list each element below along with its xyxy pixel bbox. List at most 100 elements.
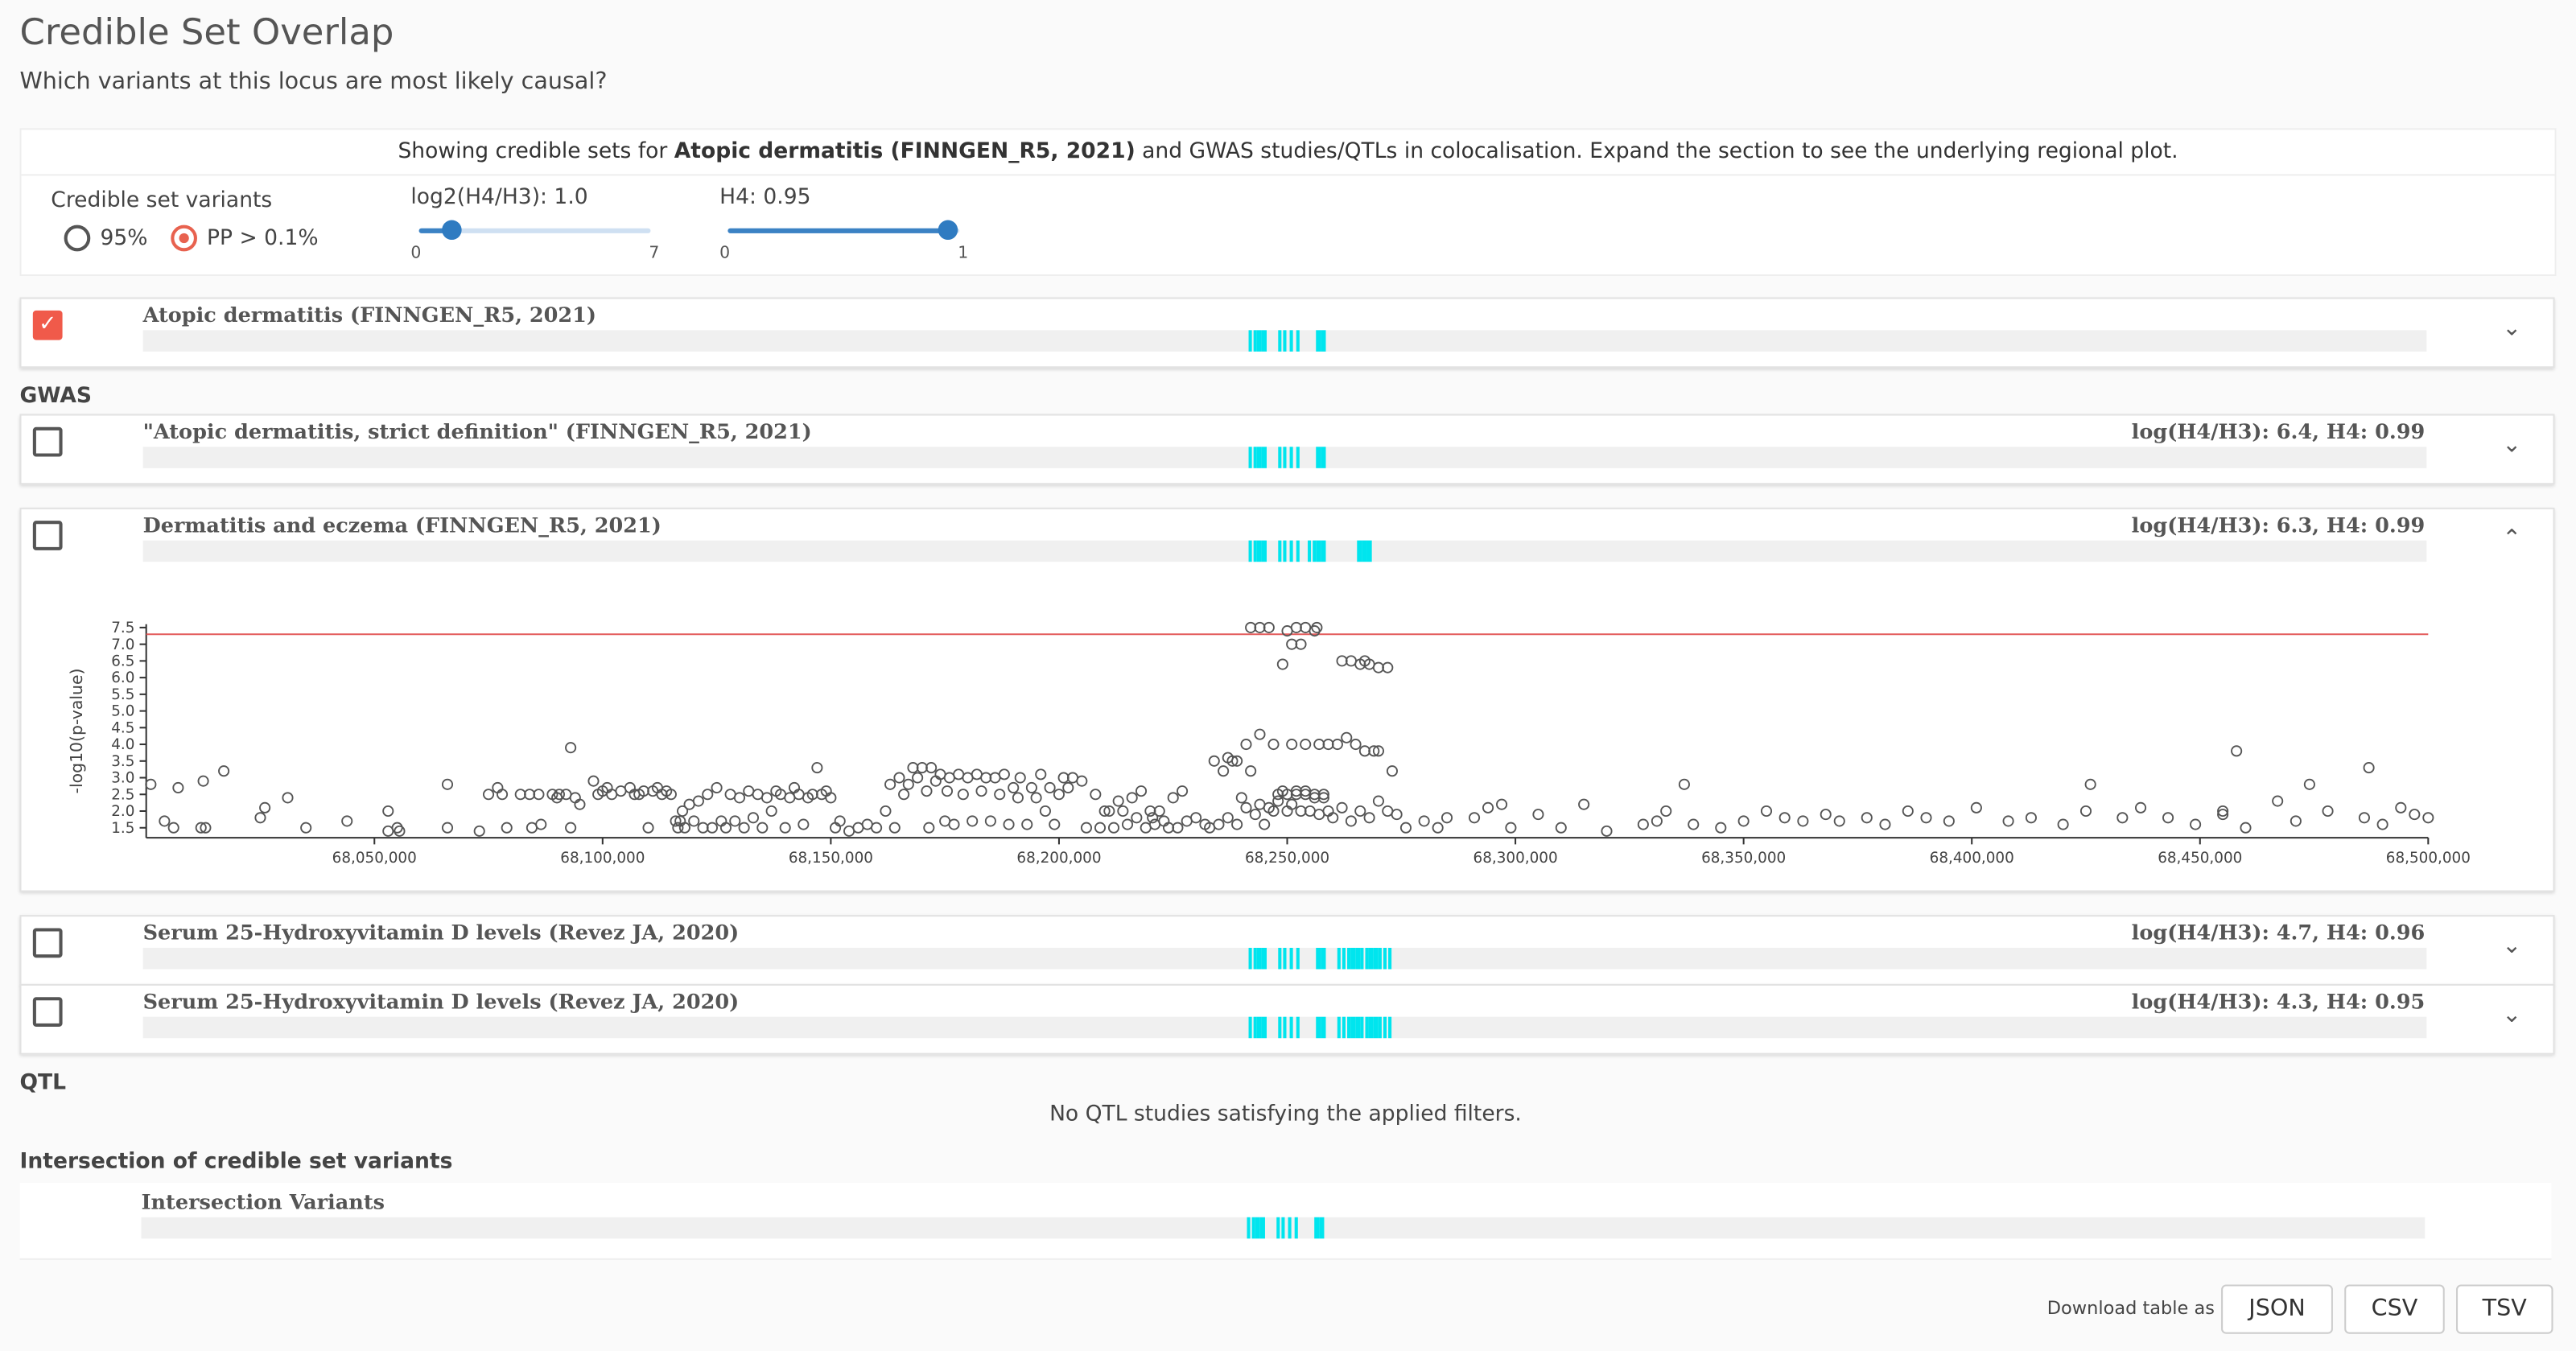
lead-study-checkbox[interactable] — [32, 310, 63, 340]
credible-variant-bar — [1262, 330, 1267, 352]
variant-point — [1263, 621, 1275, 633]
chevron-down-icon[interactable]: ⌄ — [2502, 1002, 2522, 1028]
credible-variant-bar — [1337, 947, 1342, 970]
credible-variant-bar — [1294, 1217, 1299, 1239]
description-study: Atopic dermatitis (FINNGEN_R5, 2021) — [674, 139, 1136, 165]
download-tsv-button[interactable]: TSV — [2456, 1284, 2553, 1334]
variant-point — [677, 805, 689, 818]
credible-variant-bar — [1262, 540, 1267, 562]
log2-slider-thumb[interactable] — [442, 220, 462, 241]
variant-point — [1368, 745, 1380, 757]
radio-pp[interactable] — [171, 224, 197, 252]
gwas-row-checkbox[interactable] — [32, 928, 63, 958]
variant-point — [1222, 812, 1234, 824]
variant-point — [1103, 805, 1115, 818]
variant-point — [678, 822, 690, 834]
credible-variant-bar — [1260, 1217, 1265, 1239]
credible-variant-bar — [1246, 1217, 1251, 1239]
variant-point — [1304, 805, 1316, 818]
variant-point — [2025, 812, 2037, 824]
variant-point — [1363, 812, 1375, 824]
credible-variant-bar — [1252, 947, 1257, 970]
variant-point — [1290, 621, 1302, 633]
chevron-down-icon[interactable]: ⌄ — [2502, 933, 2522, 960]
credible-variant-bar — [1360, 1016, 1365, 1039]
section-intersection: Intersection of credible set variants — [19, 1150, 453, 1175]
chevron-down-icon[interactable]: ⌄ — [2502, 431, 2522, 459]
variant-point — [2290, 815, 2302, 827]
variant-point — [1382, 661, 1394, 673]
gwas-row-checkbox[interactable] — [32, 521, 63, 550]
variant-point — [843, 825, 855, 837]
variant-point — [907, 762, 919, 774]
chevron-down-icon[interactable]: ⌄ — [2502, 315, 2522, 342]
log2-slider[interactable] — [418, 220, 651, 241]
variant-point — [1044, 781, 1056, 794]
variant-point — [167, 822, 179, 834]
h4-slider-thumb[interactable] — [938, 220, 958, 241]
variant-point — [948, 818, 960, 830]
credible-variant-bar — [1346, 947, 1351, 970]
variant-point — [300, 822, 312, 834]
y-tick-label: 4.5 — [111, 719, 134, 736]
credible-variant-bar — [1317, 1016, 1321, 1039]
credible-variant-bar — [1248, 447, 1253, 468]
variant-point — [923, 822, 935, 834]
variant-point — [916, 762, 928, 774]
variant-point — [1254, 621, 1266, 633]
credible-variant-bar — [1366, 540, 1371, 562]
variant-point — [2116, 812, 2129, 824]
credible-variant-bar — [1364, 947, 1369, 970]
credible-variant-bar — [1355, 1016, 1360, 1039]
variant-point — [962, 772, 974, 784]
credible-variant-bar — [1296, 330, 1300, 352]
variant-point — [747, 812, 760, 824]
gwas-row-checkbox[interactable] — [32, 426, 63, 457]
variant-point — [1121, 818, 1134, 830]
radio-pp-label: PP > 0.1% — [207, 225, 319, 251]
credible-variant-bar — [1277, 540, 1283, 562]
chevron-up-icon[interactable]: ⌃ — [2502, 525, 2522, 552]
variant-point — [921, 785, 933, 797]
variant-point — [1286, 739, 1298, 751]
variant-point — [733, 792, 746, 804]
download-csv-button[interactable]: CSV — [2344, 1284, 2445, 1334]
variant-point — [1341, 731, 1353, 743]
gwas-row-checkbox[interactable] — [32, 997, 63, 1027]
download-json-button[interactable]: JSON — [2221, 1284, 2333, 1334]
variant-point — [2363, 762, 2375, 774]
y-tick-label: 3.5 — [111, 753, 134, 770]
variant-point — [159, 815, 171, 827]
variant-point — [1267, 739, 1280, 751]
y-axis-label: -log10(p-value) — [67, 669, 86, 794]
credible-variant-bar — [1296, 447, 1300, 468]
credible-set-radio-group: 95% PP > 0.1% — [64, 224, 319, 252]
variant-point — [760, 792, 773, 804]
credible-variant-bar — [1248, 330, 1253, 352]
h4-slider[interactable] — [727, 220, 960, 241]
gwas-row-stat: log(H4/H3): 6.3, H4: 0.99 — [2131, 512, 2426, 538]
credible-variant-bar — [1369, 1016, 1374, 1039]
variant-point — [497, 789, 509, 801]
y-tick-label: 3.0 — [111, 770, 134, 787]
variant-point — [1737, 815, 1750, 827]
credible-variant-bar — [1346, 1016, 1351, 1039]
variant-point — [692, 795, 704, 807]
variant-point — [514, 789, 526, 801]
variant-point — [382, 825, 394, 837]
credible-variant-bar — [1248, 947, 1253, 970]
variant-point — [341, 815, 353, 827]
variant-point — [282, 792, 294, 804]
radio-95[interactable] — [64, 224, 91, 252]
variant-point — [2240, 822, 2252, 834]
log2-slider-fill — [418, 228, 452, 233]
x-tick-label: 68,050,000 — [332, 850, 417, 867]
variant-point — [2358, 812, 2370, 824]
variant-point — [441, 778, 454, 790]
credible-variant-bar — [1296, 540, 1300, 562]
variant-point — [1140, 822, 1152, 834]
variant-point — [1637, 818, 1649, 830]
variant-point — [1259, 818, 1271, 830]
x-tick-label: 68,250,000 — [1245, 850, 1329, 867]
page-subtitle: Which variants at this locus are most li… — [19, 68, 608, 96]
